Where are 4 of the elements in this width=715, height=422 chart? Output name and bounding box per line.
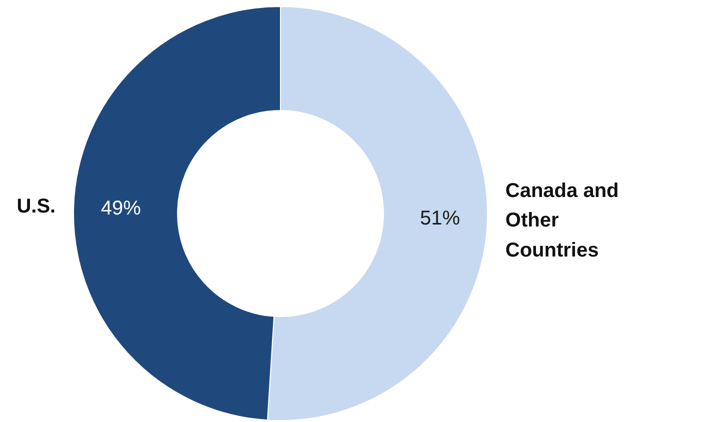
slice-label: U.S.: [16, 195, 56, 218]
data-label: 49%: [100, 197, 142, 220]
slice-label: Canada and Other Countries: [505, 180, 619, 262]
data-label: 51%: [420, 208, 460, 230]
